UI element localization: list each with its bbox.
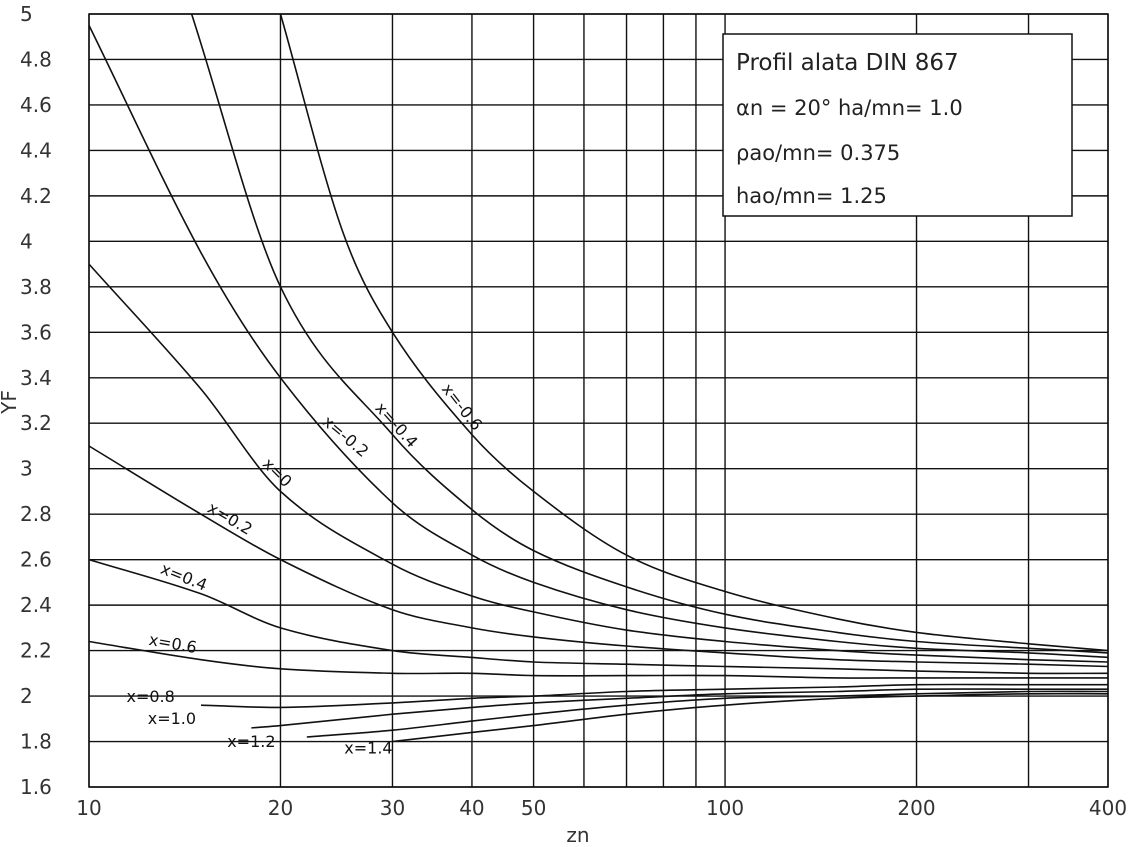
y-tick-label: 1.6 <box>20 775 52 799</box>
y-tick-label: 3.2 <box>20 411 52 435</box>
x-tick-label: 200 <box>897 796 935 820</box>
curve-x-0-2 <box>88 445 1109 668</box>
curve-x-0-2 <box>88 25 1109 659</box>
curve-x-0-6 <box>279 13 1109 652</box>
curve-label-x-0-4: x=-0.4 <box>371 398 421 451</box>
curve-label-x-0-8: x=0.8 <box>126 687 174 706</box>
plot-frame <box>88 13 1109 788</box>
y-tick-label: 2 <box>20 684 33 708</box>
y-tick-label: 2.8 <box>20 502 52 526</box>
curves-layer <box>88 13 1109 743</box>
info-title: Profil alata DIN 867 <box>736 50 959 76</box>
y-tick-label: 3.6 <box>20 320 52 344</box>
curve-x-0 <box>88 263 1109 663</box>
y-axis-title: YF <box>0 390 21 415</box>
x-tick-label: 40 <box>459 796 484 820</box>
curve-x-1-4 <box>392 692 1109 743</box>
curve-x-0-4 <box>190 13 1109 654</box>
curve-label-x-0-6: x=-0.6 <box>438 380 486 434</box>
y-tick-label: 4.2 <box>20 184 52 208</box>
x-tick-label: 10 <box>76 796 101 820</box>
y-tick-label: 1.8 <box>20 730 52 754</box>
y-tick-label: 3.8 <box>20 275 52 299</box>
curve-label-x-0: x=0 <box>259 454 296 491</box>
curve-x-1-0 <box>251 688 1108 729</box>
curve-x-0-4 <box>88 558 1109 675</box>
x-tick-label: 50 <box>521 796 546 820</box>
info-box: Profil alata DIN 867 αn = 20° ha/mn= 1.0… <box>722 33 1073 217</box>
curve-label-x-0-2: x=0.2 <box>204 498 255 539</box>
curve-label-x-0-2: x=-0.2 <box>319 412 373 461</box>
y-tick-label: 5 <box>20 2 33 26</box>
curve-label-x-1-4: x=1.4 <box>344 739 392 758</box>
info-box-frame <box>722 33 1073 217</box>
curve-label-x-1-2: x=1.2 <box>227 732 275 751</box>
curve-label-x-1-0: x=1.0 <box>148 709 196 728</box>
y-tick-label: 3 <box>20 457 33 481</box>
x-tick-label: 30 <box>380 796 405 820</box>
y-tick-label: 4.8 <box>20 47 52 71</box>
curve-x-0-8 <box>200 683 1108 709</box>
x-tick-label: 400 <box>1089 796 1127 820</box>
y-tick-label: 2.6 <box>20 548 52 572</box>
y-tick-label: 2.2 <box>20 639 52 663</box>
tick-labels-layer: 10 20 30 40 50 100 200 400 1.6 1.8 2 2.2 2.4 2.6 2.8 3 3… <box>20 2 1127 820</box>
info-line-hao: hao/mn= 1.25 <box>736 184 887 208</box>
curve-label-x-0-4: x=0.4 <box>158 559 210 595</box>
info-line-rho: ρao/mn= 0.375 <box>736 141 900 165</box>
info-line-pressure-angle: αn = 20° ha/mn= 1.0 <box>736 96 963 120</box>
y-tick-label: 4 <box>20 229 33 253</box>
y-tick-label: 4.4 <box>20 138 52 162</box>
x-tick-label: 100 <box>706 796 744 820</box>
y-tick-label: 2.4 <box>20 593 52 617</box>
curve-x-1-2 <box>306 690 1109 738</box>
x-tick-label: 20 <box>268 796 293 820</box>
y-tick-label: 3.4 <box>20 366 52 390</box>
x-axis-title: zn <box>566 823 589 847</box>
curve-x-0-6 <box>88 640 1108 679</box>
y-tick-label: 4.6 <box>20 93 52 117</box>
